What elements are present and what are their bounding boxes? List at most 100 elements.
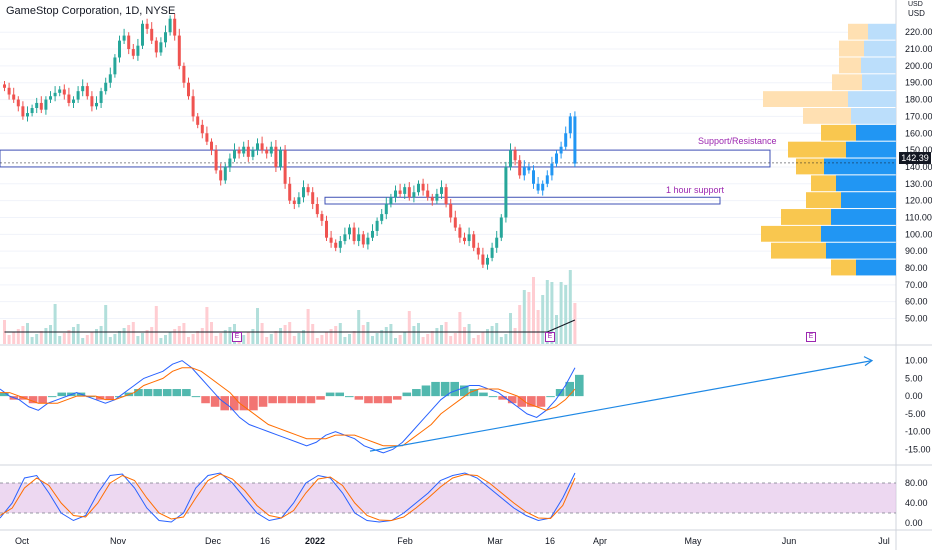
volume-bar [210, 322, 213, 344]
volume-bar [58, 336, 62, 344]
price-tick-label: 60.00 [905, 297, 928, 307]
candle-body [476, 247, 480, 255]
time-tick-label: Apr [593, 536, 607, 546]
candle-body [187, 82, 190, 97]
macd-histogram-bar [172, 389, 182, 397]
macd-histogram-bar [431, 381, 440, 397]
volume-bar [440, 325, 443, 344]
candle-body [573, 116, 577, 164]
candle-body [532, 170, 535, 184]
candle-body [320, 214, 324, 221]
candle-body [430, 197, 434, 201]
volume-profile-bar-up [864, 40, 896, 57]
volume-bar [518, 305, 522, 344]
volume-bar [311, 324, 315, 344]
volume-profile-bar-up [848, 91, 896, 107]
volume-bar [265, 337, 269, 344]
volume-bar [532, 277, 535, 344]
macd-histogram-bar [47, 396, 57, 398]
candle-body [113, 57, 117, 75]
candle-body [490, 247, 494, 258]
volume-bar [357, 310, 361, 344]
price-tick-label: 190.00 [905, 78, 932, 88]
candle-body [219, 170, 223, 181]
volume-profile-bar-down [788, 141, 846, 158]
volume-bar [527, 292, 531, 344]
volume-bar [159, 338, 163, 344]
volume-profile-bar-down [806, 192, 841, 209]
candle-body [522, 166, 526, 176]
candle-body [384, 204, 388, 215]
macd-histogram-bar [239, 396, 249, 411]
candle-body [251, 150, 255, 157]
candle-body [196, 116, 200, 125]
candle-body [118, 40, 121, 58]
candle-body [191, 96, 195, 117]
price-candles [3, 13, 577, 270]
volume-bar [274, 331, 278, 344]
candle-body [58, 89, 62, 93]
candle-body [338, 241, 342, 248]
macd-tick-label: -10.00 [905, 427, 931, 437]
candle-body [440, 187, 443, 194]
stoch-tick-label: 80.00 [905, 478, 928, 488]
volume-profile-bar-down [831, 259, 856, 276]
candle-body [205, 133, 209, 142]
price-tick-label: 210.00 [905, 44, 932, 54]
candle-body [394, 190, 397, 198]
volume-bar [555, 315, 558, 344]
candle-body [357, 234, 361, 242]
candle-body [398, 190, 402, 194]
volume-profile-bar-down [839, 40, 864, 57]
stoch-band [0, 483, 896, 513]
volume-bar [380, 330, 384, 344]
candle-body [375, 220, 379, 231]
macd-histogram-bar [210, 396, 220, 407]
volume-bar [131, 322, 135, 344]
volume-bar [325, 332, 328, 344]
candle-body [504, 166, 508, 218]
price-axis[interactable]: 220.00 210.00 200.00 190.00 180.00 170.00 160.… [905, 27, 932, 528]
volume-bar [72, 327, 75, 344]
volume-bar [39, 331, 43, 344]
macd-histogram-bar [469, 389, 479, 397]
volume-bar [81, 338, 85, 344]
candle-body [30, 108, 34, 114]
volume-profile-bar-down [848, 23, 868, 40]
volume-bar [352, 331, 356, 344]
volume-bar [568, 270, 572, 344]
candle-body [288, 183, 292, 201]
earnings-badge[interactable]: E [545, 332, 555, 342]
volume-bar [242, 335, 246, 344]
price-tick-label: 50.00 [905, 314, 928, 324]
volume-bar [334, 326, 338, 344]
price-tick-label: 130.00 [905, 179, 932, 189]
volume-bar [522, 290, 526, 344]
hour-support-label: 1 hour support [666, 185, 725, 195]
candle-body [127, 35, 131, 50]
volume-profile-bar-up [841, 192, 896, 209]
macd-histogram-bar [345, 396, 354, 398]
volume-bar [168, 332, 172, 344]
volume-bar [536, 310, 540, 344]
macd-histogram-bar [364, 396, 373, 404]
candle-body [269, 146, 273, 154]
symbol-title: GameStop Corporation, 1D, NYSE [6, 5, 176, 17]
volume-bar [426, 334, 430, 344]
earnings-badge[interactable]: E [232, 332, 242, 342]
time-axis[interactable]: Oct Nov Dec 16 2022 Feb Mar 16 Apr May Jun Jul [15, 536, 890, 546]
time-tick-label: Dec [205, 536, 222, 546]
volume-bar [173, 329, 177, 344]
volume-bar [154, 306, 158, 344]
macd-histogram-bar [383, 396, 392, 404]
macd-tick-label: -15.00 [905, 444, 931, 454]
candle-body [159, 42, 163, 53]
volume-bar [283, 325, 287, 344]
candle-body [297, 197, 301, 204]
candle-body [95, 102, 98, 107]
support-resistance-zone [0, 149, 771, 168]
volume-bar [219, 333, 223, 344]
earnings-badge[interactable]: E [806, 332, 816, 342]
volume-bar [164, 335, 167, 344]
